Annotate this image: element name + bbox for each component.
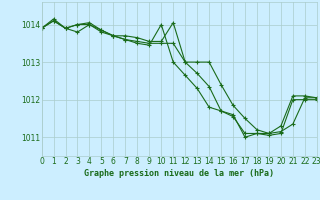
X-axis label: Graphe pression niveau de la mer (hPa): Graphe pression niveau de la mer (hPa) (84, 169, 274, 178)
